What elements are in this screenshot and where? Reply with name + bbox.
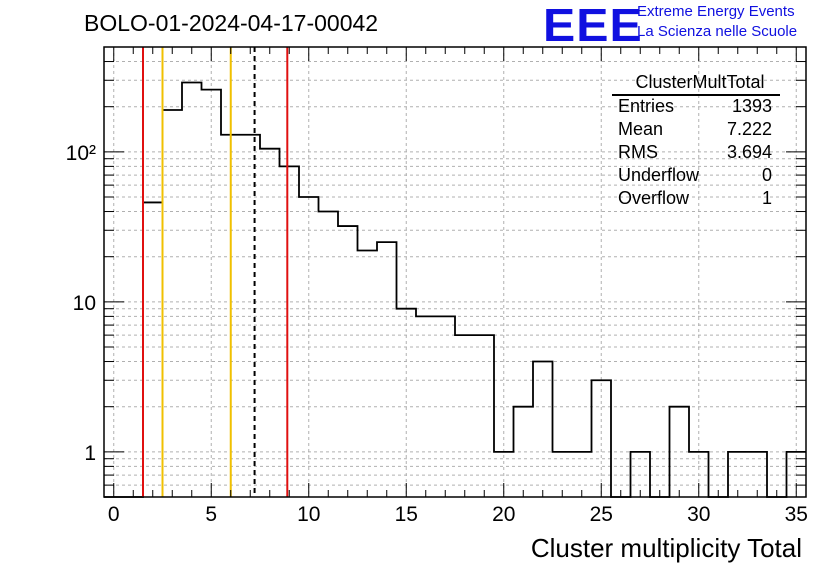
stats-label: Overflow bbox=[618, 188, 690, 208]
histogram-bin bbox=[670, 407, 690, 497]
stats-value: 0 bbox=[761, 165, 772, 185]
x-tick-label: 30 bbox=[687, 503, 710, 526]
x-tick-label: 15 bbox=[395, 503, 418, 526]
stats-row-underflow: Underflow 0 bbox=[612, 165, 772, 188]
stats-value: 1393 bbox=[731, 96, 772, 116]
stats-label: RMS bbox=[618, 142, 658, 162]
histogram-bin bbox=[592, 380, 612, 497]
histogram-bin bbox=[416, 316, 436, 497]
x-tick-label: 20 bbox=[492, 503, 515, 526]
histogram-bin bbox=[280, 166, 300, 497]
y-tick-label: 10² bbox=[66, 142, 96, 165]
histogram-bin bbox=[299, 197, 319, 497]
histogram-bin bbox=[260, 149, 280, 497]
stats-title: ClusterMultTotal bbox=[612, 72, 780, 96]
x-tick-label: 25 bbox=[590, 503, 613, 526]
y-tick-label: 1 bbox=[84, 442, 96, 465]
x-tick-label: 5 bbox=[205, 503, 217, 526]
stats-label: Underflow bbox=[618, 165, 700, 185]
y-tick-label: 10 bbox=[73, 292, 96, 315]
run-title: BOLO-01-2024-04-17-00042 bbox=[84, 10, 379, 36]
stats-label: Entries bbox=[618, 96, 675, 116]
x-tick-label: 35 bbox=[785, 503, 808, 526]
marker-lines bbox=[142, 47, 289, 497]
stats-label: Mean bbox=[618, 119, 664, 139]
stats-row-entries: Entries 1393 bbox=[612, 96, 772, 119]
plot-frame bbox=[103, 46, 807, 498]
histogram-outline bbox=[104, 81, 806, 498]
stats-value: 1 bbox=[761, 188, 772, 208]
x-axis-title: Cluster multiplicity Total bbox=[530, 533, 802, 563]
histogram-bin bbox=[436, 316, 456, 497]
histogram-bin bbox=[163, 110, 183, 497]
histogram-bin bbox=[319, 212, 339, 497]
histogram-bin bbox=[533, 362, 553, 497]
eee-logo: EEE bbox=[543, 0, 643, 51]
stats-row-rms: RMS 3.694 bbox=[612, 142, 772, 165]
histogram-bins bbox=[104, 81, 806, 498]
histogram-bin bbox=[397, 309, 417, 497]
stats-value: 3.694 bbox=[726, 142, 772, 162]
stats-row-mean: Mean 7.222 bbox=[612, 119, 772, 142]
histogram-bin bbox=[202, 90, 222, 497]
histogram-bin bbox=[377, 242, 397, 497]
histogram-bin bbox=[338, 226, 358, 497]
axis-ticks bbox=[104, 46, 806, 498]
x-tick-label: 0 bbox=[108, 503, 120, 526]
histogram-bin bbox=[475, 335, 495, 497]
x-tick-label: 10 bbox=[297, 503, 320, 526]
eee-tagline-1: Extreme Energy Events bbox=[637, 3, 795, 20]
stats-value: 7.222 bbox=[726, 119, 772, 139]
histogram-bin bbox=[241, 135, 261, 497]
histogram-bin bbox=[514, 407, 534, 497]
eee-tagline-2: La Scienza nelle Scuole bbox=[637, 23, 798, 40]
histogram-bin bbox=[182, 82, 202, 497]
stats-row-overflow: Overflow 1 bbox=[612, 188, 772, 211]
histogram-bin bbox=[455, 335, 475, 497]
histogram-bin bbox=[143, 202, 163, 497]
stats-box: ClusterMultTotal Entries 1393 Mean 7.222… bbox=[612, 72, 806, 211]
histogram-bin bbox=[358, 250, 378, 497]
